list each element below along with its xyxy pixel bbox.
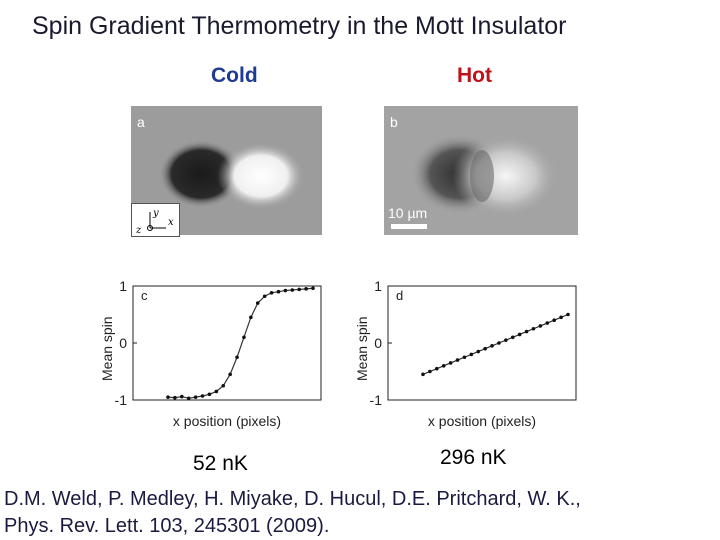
panel-letter-a: a	[137, 114, 145, 130]
data-point	[524, 329, 529, 334]
fit-curve	[422, 313, 569, 375]
citation-line-2: Phys. Rev. Lett. 103, 245301 (2009).	[4, 515, 330, 537]
plot-frame	[132, 285, 322, 401]
fit-curve	[167, 287, 314, 399]
data-point	[476, 349, 481, 354]
data-point	[469, 352, 474, 357]
data-point	[462, 355, 467, 360]
data-point	[166, 395, 170, 399]
data-point	[421, 372, 425, 377]
data-point	[276, 289, 281, 294]
citation-line-1: D.M. Weld, P. Medley, H. Miyake, D. Hucu…	[4, 488, 581, 510]
data-point	[290, 288, 295, 292]
data-point	[490, 344, 494, 348]
data-point	[538, 324, 543, 328]
data-point	[193, 395, 198, 399]
data-point	[497, 341, 501, 345]
plot-c: 1 0 -1 c Mean spin x position (pixels)	[99, 278, 322, 429]
data-point	[214, 389, 219, 394]
data-point	[255, 301, 260, 305]
data-point	[531, 326, 536, 331]
hot-atom-image	[384, 106, 578, 235]
panel-letter-d: d	[396, 288, 403, 303]
x-axis-letter: x	[168, 217, 174, 228]
data-point	[242, 335, 246, 340]
data-point	[249, 315, 253, 320]
citation: D.M. Weld, P. Medley, H. Miyake, D. Hucu…	[4, 486, 581, 540]
axes-indicator: y x z	[131, 203, 180, 237]
data-point	[545, 321, 550, 325]
data-point	[200, 394, 205, 398]
data-point	[559, 315, 563, 320]
cold-column-heading: Cold	[211, 64, 258, 87]
data-point	[283, 288, 288, 293]
z-axis-letter: z	[135, 225, 142, 236]
x-axis-label: x position (pixels)	[173, 413, 281, 429]
hot-image-panel	[384, 106, 578, 235]
y-tick-label: 1	[374, 278, 382, 294]
data-point	[269, 291, 274, 295]
y-tick-label: 0	[119, 335, 127, 351]
data-point	[435, 366, 439, 371]
y-axis-letter: y	[152, 208, 159, 219]
scale-bar-label: 10 µm	[388, 205, 428, 221]
data-point	[262, 294, 267, 299]
hot-temperature: 296 nK	[440, 446, 507, 469]
y-tick-label: 0	[374, 335, 382, 351]
y-axis-label: Mean spin	[354, 316, 370, 381]
y-tick-label: -1	[115, 392, 128, 408]
data-point	[566, 312, 570, 317]
data-point	[448, 361, 453, 365]
y-tick-label: -1	[370, 392, 383, 408]
panel-letter-c: c	[141, 288, 148, 303]
data-point	[510, 335, 515, 340]
data-point	[180, 394, 184, 399]
data-point	[228, 372, 232, 377]
hot-column-heading: Hot	[457, 64, 492, 87]
data-point	[504, 338, 508, 342]
data-point	[297, 287, 301, 292]
data-point	[186, 396, 191, 401]
cold-temperature: 52 nK	[193, 452, 248, 475]
data-point	[311, 286, 315, 291]
data-point	[441, 364, 446, 368]
plot-d: 1 0 -1 d Mean spin x position (pixels)	[354, 278, 577, 429]
slide-title: Spin Gradient Thermometry in the Mott In…	[32, 12, 567, 40]
y-axis-label: Mean spin	[99, 316, 115, 381]
data-point	[304, 287, 308, 291]
data-point	[173, 395, 177, 400]
panel-letter-b: b	[390, 114, 398, 130]
data-point	[207, 392, 212, 397]
data-point	[517, 332, 522, 337]
data-point	[428, 369, 432, 374]
data-point	[221, 383, 226, 388]
data-point	[235, 355, 239, 360]
data-point	[552, 318, 556, 322]
y-tick-label: 1	[119, 278, 127, 294]
data-point	[455, 358, 460, 362]
data-point	[483, 346, 487, 351]
plot-frame	[387, 285, 577, 401]
x-axis-label: x position (pixels)	[428, 413, 536, 429]
